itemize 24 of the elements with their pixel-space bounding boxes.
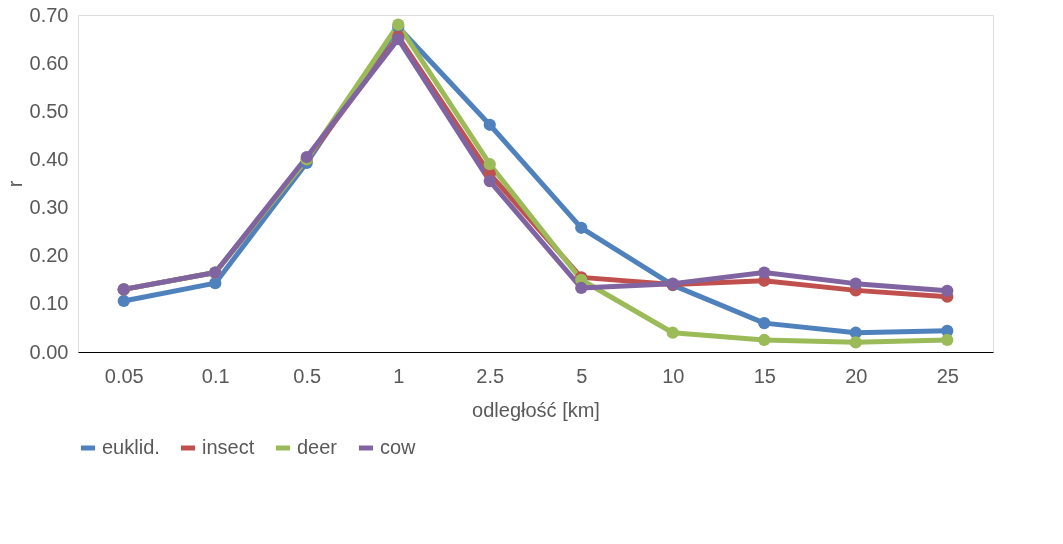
legend-label: euklid. xyxy=(102,436,160,458)
x-tick-label: 0.1 xyxy=(201,364,230,387)
x-tick-label: 25 xyxy=(936,364,959,387)
x-axis-title: odległość [km] xyxy=(472,398,600,421)
y-tick-label: 0.60 xyxy=(29,51,69,74)
y-tick-label: 0.40 xyxy=(29,147,69,170)
y-tick-label: 0.00 xyxy=(29,340,69,363)
x-tick-label: 2.5 xyxy=(476,364,505,387)
x-tick-label: 5 xyxy=(576,364,588,387)
y-tick-label: 0.10 xyxy=(29,292,69,315)
x-tick-label: 15 xyxy=(753,364,776,387)
y-tick-label: 0.20 xyxy=(29,244,69,267)
y-tick-label: 0.50 xyxy=(29,99,69,122)
legend-label: insect xyxy=(202,436,255,458)
legend-label: cow xyxy=(380,436,417,458)
x-tick-label: 1 xyxy=(393,364,405,387)
x-tick-label: 0.5 xyxy=(293,364,322,387)
y-axis-title: r xyxy=(3,180,26,188)
x-tick-label: 10 xyxy=(662,364,685,387)
legend-label: deer xyxy=(297,436,338,458)
x-tick-label: 0.05 xyxy=(104,364,144,387)
y-tick-label: 0.70 xyxy=(29,3,69,26)
x-tick-label: 20 xyxy=(845,364,868,387)
y-tick-label: 0.30 xyxy=(29,196,69,219)
